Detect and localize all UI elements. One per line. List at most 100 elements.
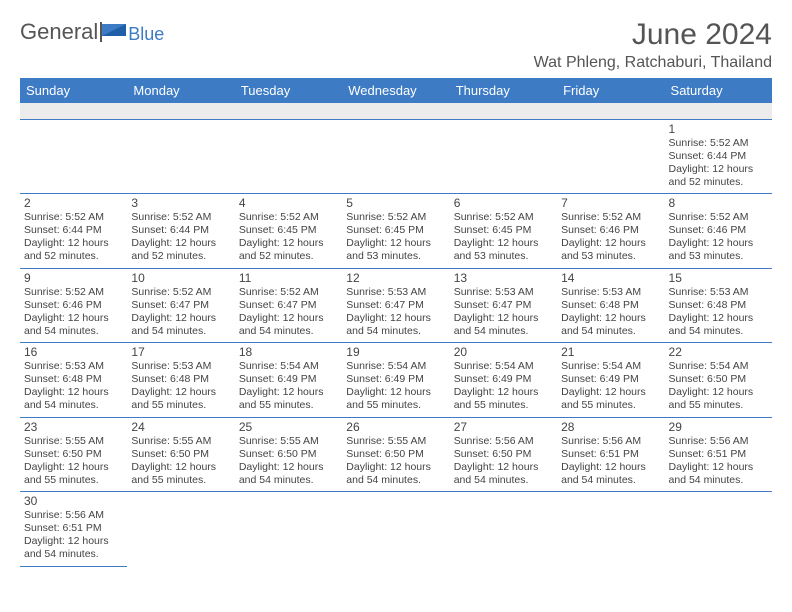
calendar-cell: 22Sunrise: 5:54 AMSunset: 6:50 PMDayligh…: [665, 343, 772, 418]
day-number: 5: [346, 196, 445, 210]
day-number: 15: [669, 271, 768, 285]
calendar-cell: 7Sunrise: 5:52 AMSunset: 6:46 PMDaylight…: [557, 194, 664, 269]
calendar-cell: 17Sunrise: 5:53 AMSunset: 6:48 PMDayligh…: [127, 343, 234, 418]
calendar-cell: 25Sunrise: 5:55 AMSunset: 6:50 PMDayligh…: [235, 417, 342, 492]
sunrise-line: Sunrise: 5:52 AM: [24, 211, 123, 224]
sunrise-line: Sunrise: 5:52 AM: [669, 211, 768, 224]
sunrise-line: Sunrise: 5:54 AM: [561, 360, 660, 373]
day-number: 8: [669, 196, 768, 210]
daylight-line: Daylight: 12 hours and 52 minutes.: [239, 237, 338, 263]
sunset-line: Sunset: 6:48 PM: [669, 299, 768, 312]
calendar-cell: 4Sunrise: 5:52 AMSunset: 6:45 PMDaylight…: [235, 194, 342, 269]
day-number: 24: [131, 420, 230, 434]
sunset-line: Sunset: 6:44 PM: [24, 224, 123, 237]
daylight-line: Daylight: 12 hours and 55 minutes.: [669, 386, 768, 412]
weekday-header: Monday: [127, 78, 234, 103]
sunset-line: Sunset: 6:51 PM: [669, 448, 768, 461]
calendar-cell: 26Sunrise: 5:55 AMSunset: 6:50 PMDayligh…: [342, 417, 449, 492]
flag-icon: [100, 22, 128, 42]
daylight-line: Daylight: 12 hours and 52 minutes.: [669, 163, 768, 189]
day-number: 12: [346, 271, 445, 285]
calendar-row: 16Sunrise: 5:53 AMSunset: 6:48 PMDayligh…: [20, 343, 772, 418]
day-number: 13: [454, 271, 553, 285]
daylight-line: Daylight: 12 hours and 53 minutes.: [454, 237, 553, 263]
sunrise-line: Sunrise: 5:52 AM: [454, 211, 553, 224]
weekday-header: Tuesday: [235, 78, 342, 103]
sunset-line: Sunset: 6:50 PM: [346, 448, 445, 461]
day-number: 26: [346, 420, 445, 434]
calendar-cell: 28Sunrise: 5:56 AMSunset: 6:51 PMDayligh…: [557, 417, 664, 492]
sunrise-line: Sunrise: 5:54 AM: [346, 360, 445, 373]
calendar-cell: 21Sunrise: 5:54 AMSunset: 6:49 PMDayligh…: [557, 343, 664, 418]
sunset-line: Sunset: 6:50 PM: [454, 448, 553, 461]
daylight-line: Daylight: 12 hours and 54 minutes.: [346, 461, 445, 487]
daylight-line: Daylight: 12 hours and 54 minutes.: [239, 312, 338, 338]
calendar-cell: 23Sunrise: 5:55 AMSunset: 6:50 PMDayligh…: [20, 417, 127, 492]
weekday-header: Wednesday: [342, 78, 449, 103]
day-number: 19: [346, 345, 445, 359]
day-number: 21: [561, 345, 660, 359]
daylight-line: Daylight: 12 hours and 54 minutes.: [669, 461, 768, 487]
day-number: 28: [561, 420, 660, 434]
sunrise-line: Sunrise: 5:52 AM: [346, 211, 445, 224]
daylight-line: Daylight: 12 hours and 54 minutes.: [454, 461, 553, 487]
calendar-cell: 30Sunrise: 5:56 AMSunset: 6:51 PMDayligh…: [20, 492, 127, 567]
calendar-cell: 20Sunrise: 5:54 AMSunset: 6:49 PMDayligh…: [450, 343, 557, 418]
calendar-table: Sunday Monday Tuesday Wednesday Thursday…: [20, 78, 772, 567]
calendar-cell: 18Sunrise: 5:54 AMSunset: 6:49 PMDayligh…: [235, 343, 342, 418]
sunrise-line: Sunrise: 5:53 AM: [669, 286, 768, 299]
sunrise-line: Sunrise: 5:55 AM: [24, 435, 123, 448]
sunrise-line: Sunrise: 5:52 AM: [24, 286, 123, 299]
sunrise-line: Sunrise: 5:52 AM: [239, 211, 338, 224]
daylight-line: Daylight: 12 hours and 54 minutes.: [561, 461, 660, 487]
calendar-cell: [450, 492, 557, 567]
spacer-row: [20, 103, 772, 119]
sunrise-line: Sunrise: 5:52 AM: [131, 211, 230, 224]
daylight-line: Daylight: 12 hours and 52 minutes.: [131, 237, 230, 263]
sunset-line: Sunset: 6:50 PM: [131, 448, 230, 461]
daylight-line: Daylight: 12 hours and 54 minutes.: [239, 461, 338, 487]
sunset-line: Sunset: 6:50 PM: [24, 448, 123, 461]
sunrise-line: Sunrise: 5:55 AM: [239, 435, 338, 448]
sunrise-line: Sunrise: 5:55 AM: [346, 435, 445, 448]
day-number: 10: [131, 271, 230, 285]
daylight-line: Daylight: 12 hours and 55 minutes.: [131, 386, 230, 412]
daylight-line: Daylight: 12 hours and 55 minutes.: [454, 386, 553, 412]
weekday-header: Sunday: [20, 78, 127, 103]
day-number: 22: [669, 345, 768, 359]
sunrise-line: Sunrise: 5:56 AM: [24, 509, 123, 522]
calendar-cell: 16Sunrise: 5:53 AMSunset: 6:48 PMDayligh…: [20, 343, 127, 418]
day-number: 23: [24, 420, 123, 434]
month-title: June 2024: [534, 18, 772, 52]
sunset-line: Sunset: 6:46 PM: [669, 224, 768, 237]
day-number: 14: [561, 271, 660, 285]
logo-text-general: General: [20, 19, 98, 45]
calendar-cell: 27Sunrise: 5:56 AMSunset: 6:50 PMDayligh…: [450, 417, 557, 492]
calendar-cell: [127, 119, 234, 194]
sunrise-line: Sunrise: 5:53 AM: [131, 360, 230, 373]
day-number: 6: [454, 196, 553, 210]
sunset-line: Sunset: 6:49 PM: [346, 373, 445, 386]
sunrise-line: Sunrise: 5:56 AM: [561, 435, 660, 448]
sunrise-line: Sunrise: 5:52 AM: [561, 211, 660, 224]
calendar-cell: 2Sunrise: 5:52 AMSunset: 6:44 PMDaylight…: [20, 194, 127, 269]
daylight-line: Daylight: 12 hours and 54 minutes.: [561, 312, 660, 338]
sunset-line: Sunset: 6:47 PM: [131, 299, 230, 312]
day-number: 4: [239, 196, 338, 210]
sunrise-line: Sunrise: 5:56 AM: [669, 435, 768, 448]
calendar-cell: 29Sunrise: 5:56 AMSunset: 6:51 PMDayligh…: [665, 417, 772, 492]
weekday-header: Thursday: [450, 78, 557, 103]
calendar-cell: 1Sunrise: 5:52 AMSunset: 6:44 PMDaylight…: [665, 119, 772, 194]
daylight-line: Daylight: 12 hours and 54 minutes.: [346, 312, 445, 338]
calendar-cell: 24Sunrise: 5:55 AMSunset: 6:50 PMDayligh…: [127, 417, 234, 492]
calendar-row: 23Sunrise: 5:55 AMSunset: 6:50 PMDayligh…: [20, 417, 772, 492]
day-number: 7: [561, 196, 660, 210]
calendar-cell: 11Sunrise: 5:52 AMSunset: 6:47 PMDayligh…: [235, 268, 342, 343]
day-number: 25: [239, 420, 338, 434]
sunrise-line: Sunrise: 5:53 AM: [454, 286, 553, 299]
sunrise-line: Sunrise: 5:53 AM: [346, 286, 445, 299]
header: General Blue June 2024 Wat Phleng, Ratch…: [20, 18, 772, 72]
calendar-cell: 10Sunrise: 5:52 AMSunset: 6:47 PMDayligh…: [127, 268, 234, 343]
weekday-header: Saturday: [665, 78, 772, 103]
calendar-cell: [20, 119, 127, 194]
